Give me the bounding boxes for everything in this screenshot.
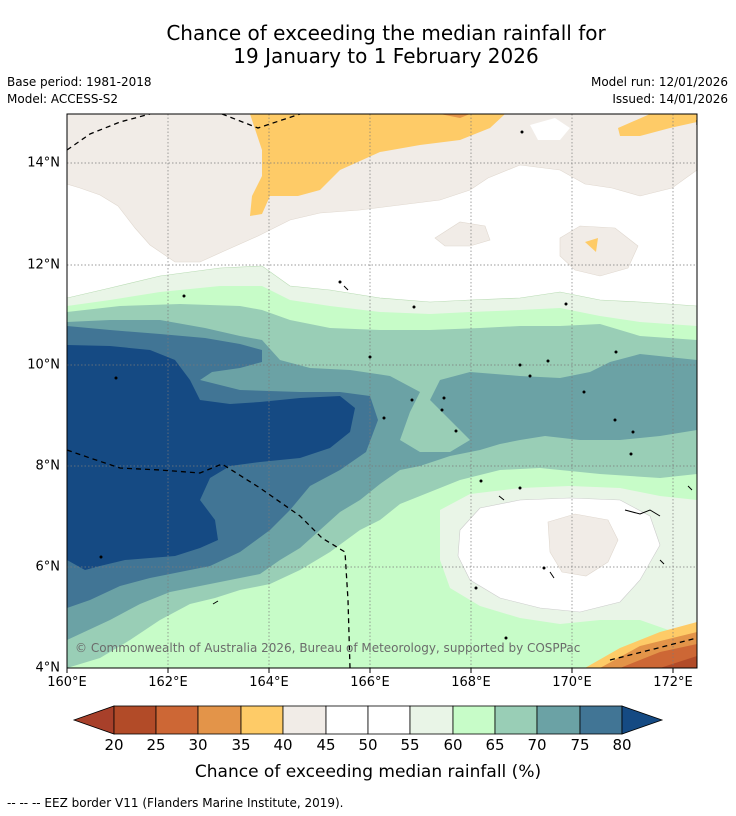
issued-date: Issued: 14/01/2026: [612, 92, 728, 106]
lon-label: 168°E: [451, 675, 491, 690]
region-25-30-se: [620, 644, 697, 668]
colorbar-tick: 30: [188, 736, 208, 754]
colorbar-tick: 20: [104, 736, 124, 754]
region-30-35-patch: [440, 114, 470, 118]
lon-label: 166°E: [350, 675, 390, 690]
lon-label: 162°E: [148, 675, 188, 690]
colorbar-tick: 60: [443, 736, 463, 754]
colorbar-segment: [579, 705, 623, 735]
colorbar: [72, 705, 664, 735]
region-35-40-ne: [618, 114, 697, 136]
colorbar-segment: [409, 705, 454, 735]
colorbar-tick: 50: [358, 736, 378, 754]
base-period: Base period: 1981-2018: [7, 75, 152, 89]
colorbar-segment: [536, 705, 581, 735]
map-gridlines: [67, 114, 697, 668]
eez-borders: [67, 114, 697, 668]
lon-label: 164°E: [249, 675, 289, 690]
colorbar-tick: 35: [231, 736, 251, 754]
lat-label: 12°N: [27, 257, 60, 273]
region-20-25-se: [660, 656, 697, 668]
lat-label: 14°N: [27, 155, 60, 171]
region-45-50-hole: [530, 118, 570, 140]
lat-label: 6°N: [35, 559, 61, 575]
map-plot-area: [67, 114, 697, 668]
colorbar-segment: [325, 705, 369, 735]
meta-left: Base period: 1981-2018 Model: ACCESS-S2: [7, 74, 152, 108]
colorbar-segment: [113, 705, 157, 735]
lon-label: 170°E: [552, 675, 592, 690]
colorbar-segment: [367, 705, 411, 735]
copyright-notice: © Commonwealth of Australia 2026, Bureau…: [75, 641, 581, 655]
title-line-1: Chance of exceeding the median rainfall …: [166, 21, 606, 45]
eez-footnote: -- -- -- EEZ border V11 (Flanders Marine…: [7, 796, 344, 810]
region-40-45-patch: [434, 221, 491, 247]
colorbar-segment: [155, 705, 199, 735]
region-40-45-south: [547, 513, 619, 577]
colorbar-tick: 25: [146, 736, 166, 754]
title-line-2: 19 January to 1 February 2026: [233, 44, 539, 68]
colorbar-tick: 45: [316, 736, 336, 754]
lat-label: 8°N: [35, 458, 61, 474]
colorbar-tick: 70: [527, 736, 547, 754]
meta-right: Model run: 12/01/2026 Issued: 14/01/2026: [591, 74, 728, 108]
colorbar-tick: 55: [400, 736, 420, 754]
map-frame: [66, 113, 698, 669]
model-name: Model: ACCESS-S2: [7, 92, 119, 106]
region-35-40-north: [250, 114, 505, 216]
colorbar-tick: 75: [570, 736, 590, 754]
colorbar-tick: 80: [612, 736, 632, 754]
region-35-40-patch: [585, 238, 598, 252]
map-title: Chance of exceeding the median rainfall …: [0, 22, 736, 68]
lon-label: 172°E: [653, 675, 693, 690]
colorbar-tick: 40: [273, 736, 293, 754]
colorbar-segment: [240, 705, 284, 735]
model-run: Model run: 12/01/2026: [590, 75, 728, 89]
colorbar-low-extension: [72, 705, 115, 735]
region-40-45-north: [67, 114, 697, 263]
colorbar-label: Chance of exceeding median rainfall (%): [194, 762, 542, 782]
colorbar-segment: [494, 705, 538, 735]
island-outlines: [99, 130, 693, 640]
lon-label: 160°E: [47, 675, 87, 690]
region-80-plus: [67, 345, 355, 570]
colorbar-segment: [197, 705, 242, 735]
colorbar-tick: 65: [485, 736, 505, 754]
lat-label: 10°N: [27, 357, 60, 373]
axis-ticks: [66, 668, 674, 673]
region-40-45-patch: [559, 225, 639, 277]
colorbar-high-extension: [621, 705, 664, 735]
colorbar-segment: [452, 705, 496, 735]
lat-label: 4°N: [35, 660, 61, 676]
colorbar-segment: [282, 705, 327, 735]
